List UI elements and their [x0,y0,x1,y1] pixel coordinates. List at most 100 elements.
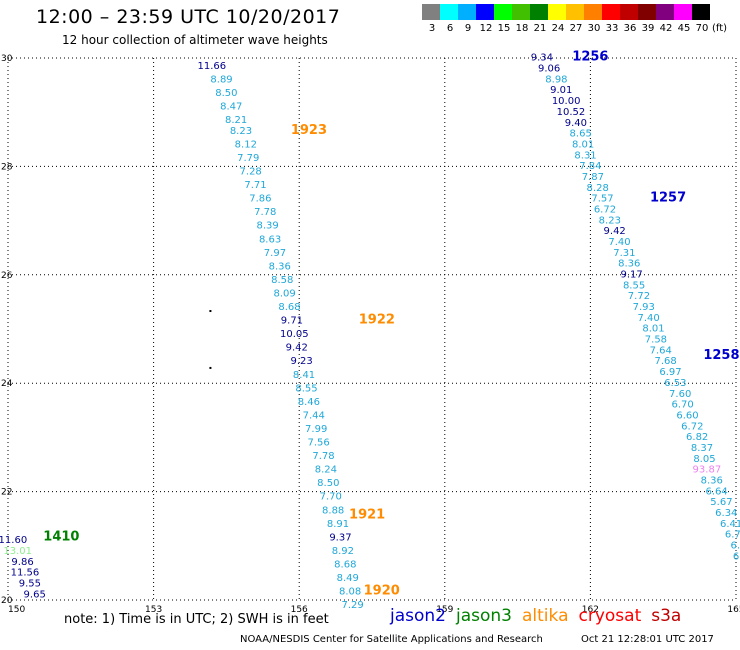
wave-height-value: 8.98 [545,74,567,85]
wave-height-value: 8.24 [315,465,337,476]
wave-height-value: 7.70 [320,492,342,503]
colorbar-unit: (ft) [712,23,728,34]
lat-tick-label: 24 [1,379,13,389]
wave-height-value: 8.58 [271,275,293,286]
colorbar-swatch [674,4,692,20]
wave-height-value: 7.56 [307,438,329,449]
wave-height-value: 7.84 [579,161,601,172]
wave-height-value: 8.41 [293,370,315,381]
wave-height-value: 8.68 [334,559,356,570]
colorbar-label: 15 [497,23,511,34]
wave-height-value: 8.49 [337,573,359,584]
wave-height-value: 9.34 [531,53,553,64]
wave-height-value: 6.97 [659,367,681,378]
wave-height-value: 7.29 [341,600,363,611]
wave-height-value: 9.42 [604,226,626,237]
wave-height-value: 8.05 [693,454,715,465]
footnote: note: 1) Time is in UTC; 2) SWH is in fe… [64,612,329,627]
generated-timestamp: Oct 21 12:28:01 UTC 2017 [581,634,714,645]
wave-height-value: 93.87 [693,465,722,476]
wave-height-value: 8.08 [339,587,361,598]
colorbar-swatch [656,4,674,20]
wave-height-value: 7.71 [244,180,266,191]
colorbar-swatch [566,4,584,20]
colorbar-swatch [494,4,512,20]
wave-height-value: 6.41 [720,519,740,530]
wave-height-value: 7.99 [305,424,327,435]
wave-height-value: 6.78 [725,530,740,541]
wave-height-value: 6.5 [730,541,740,552]
colorbar-swatch [638,4,656,20]
wave-height-value: 6.7 [733,551,740,562]
wave-height-value: 9.65 [24,589,46,600]
colorbar-swatch [584,4,602,20]
colorbar-label: 36 [623,23,637,34]
colorbar-label: 9 [464,23,472,34]
legend-cryosat: cryosat [578,606,642,626]
colorbar-swatch [692,4,710,20]
pass-time-label: 1920 [364,584,400,599]
credit-line: NOAA/NESDIS Center for Satellite Applica… [240,634,543,645]
wave-height-value: 11.60 [0,535,27,546]
colorbar-label: 33 [605,23,619,34]
legend-jason2: jason2 [390,606,446,626]
wave-height-value: 8.50 [215,88,237,99]
wave-height-value: 7.58 [645,335,667,346]
wave-height-value: 10.00 [552,96,581,107]
wave-height-value: 6.72 [681,421,703,432]
colorbar-label: 39 [641,23,655,34]
colorbar-swatch [458,4,476,20]
wave-height-value: 8.23 [599,215,621,226]
wave-height-value: 8.46 [298,397,320,408]
wave-height-value: 8.63 [259,234,281,245]
wave-height-value: 6.82 [686,432,708,443]
colorbar-label: 30 [587,23,601,34]
wave-height-value: 8.12 [235,139,257,150]
lon-tick-label: 165 [727,605,740,615]
wave-height-value: 8.50 [317,478,339,489]
pass-time-label: 1922 [359,313,395,328]
wave-height-value: 8.89 [210,74,232,85]
wave-height-value: 8.65 [570,129,592,140]
map-subtitle: 12 hour collection of altimeter wave hei… [62,33,328,47]
lat-tick-label: 30 [1,54,13,64]
wave-height-value: 7.78 [254,207,276,218]
colorbar-label: 12 [479,23,493,34]
wave-height-value: 8.37 [691,443,713,454]
wave-height-value: 6.34 [715,508,737,519]
wave-height-value: 7.79 [237,153,259,164]
lat-tick-label: 28 [1,162,13,172]
wave-height-value: 7.68 [654,356,676,367]
wave-height-value: 7.87 [582,172,604,183]
wave-height-value: 8.21 [225,115,247,126]
wave-height-value: 7.97 [264,248,286,259]
pass-time-label: 1257 [650,191,686,206]
wave-height-value: 8.36 [701,475,723,486]
colorbar-swatch [602,4,620,20]
lat-tick-label: 20 [1,596,13,606]
colorbar-label: 24 [551,23,565,34]
wave-height-value: 11.66 [198,61,227,72]
colorbar-label: 18 [515,23,529,34]
lon-tick-label: 153 [145,605,162,615]
wave-height-value: 7.57 [591,194,613,205]
wave-height-value: 8.01 [642,324,664,335]
wave-height-value: 7.64 [650,345,672,356]
wave-height-value: 9.71 [281,316,303,327]
wave-height-value: 9.01 [550,85,572,96]
wave-height-value: 9.17 [621,270,643,281]
island-dot [209,310,212,313]
wave-height-value: 8.55 [295,383,317,394]
wave-height-value: 8.23 [230,126,252,137]
colorbar-swatch [620,4,638,20]
pass-time-label: 1410 [43,529,79,544]
satellite-legend: jason2 jason3 altika cryosat s3a [390,606,691,626]
wave-height-value: 9.55 [19,578,41,589]
colorbar-label: 21 [533,23,547,34]
wave-height-value: 10.05 [280,329,309,340]
lon-tick-label: 159 [436,605,453,615]
wave-height-value: 11.56 [11,568,40,579]
colorbar-swatch [476,4,494,20]
